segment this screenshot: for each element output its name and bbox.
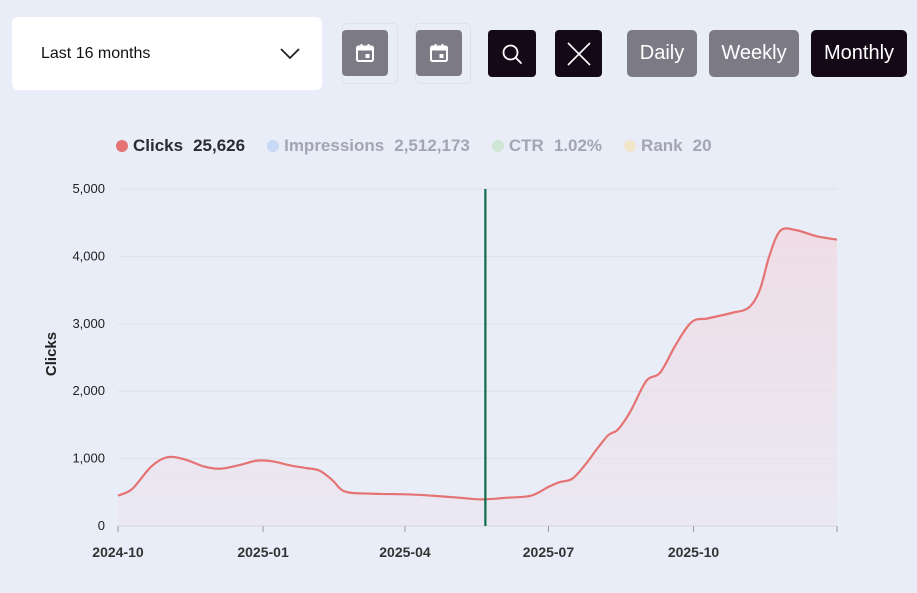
search-button[interactable] bbox=[488, 30, 536, 77]
legend-dot bbox=[116, 140, 128, 152]
legend-item-impressions[interactable]: Impressions 2,512,173 bbox=[267, 136, 470, 156]
clicks-line bbox=[117, 227, 838, 501]
legend-value: 2,512,173 bbox=[394, 136, 470, 155]
legend-item-clicks[interactable]: Clicks 25,626 bbox=[116, 136, 245, 156]
chart-legend: Clicks 25,626 Impressions 2,512,173 CTR 1.02%… bbox=[116, 136, 734, 156]
date-range-select[interactable]: Last 16 months bbox=[12, 17, 322, 90]
y-tick-label: 1,000 bbox=[72, 451, 105, 466]
y-axis-ticks: 0 1,000 2,000 3,000 4,000 5,000 bbox=[72, 181, 105, 533]
x-tick-label: 2025-10 bbox=[668, 544, 720, 560]
monthly-button[interactable]: Monthly bbox=[811, 30, 907, 77]
date-range-label: Last 16 months bbox=[41, 44, 151, 62]
end-date-button[interactable] bbox=[416, 30, 462, 76]
y-axis-label: Clicks bbox=[43, 332, 60, 376]
x-tick-label: 2025-01 bbox=[237, 544, 289, 560]
daily-button[interactable]: Daily bbox=[627, 30, 697, 77]
clicks-area bbox=[118, 228, 837, 526]
y-tick-label: 4,000 bbox=[72, 248, 105, 263]
legend-value: 1.02% bbox=[553, 136, 603, 155]
y-tick-label: 2,000 bbox=[72, 383, 105, 398]
end-date-picker[interactable] bbox=[415, 23, 471, 84]
legend-dot bbox=[267, 140, 280, 152]
y-tick-label: 3,000 bbox=[72, 316, 105, 331]
legend-name: Rank bbox=[641, 136, 683, 155]
legend-name: CTR bbox=[508, 136, 544, 155]
x-tick-label: 2025-07 bbox=[523, 544, 575, 560]
calendar-end-icon bbox=[430, 44, 448, 62]
legend-dot bbox=[491, 140, 504, 152]
x-tick-label: 2024-10 bbox=[92, 544, 144, 560]
legend-value: 20 bbox=[692, 136, 712, 155]
legend-item-rank[interactable]: Rank 20 bbox=[624, 136, 712, 156]
y-tick-label: 5,000 bbox=[72, 181, 105, 196]
close-icon bbox=[566, 41, 591, 66]
legend-item-ctr[interactable]: CTR 1.02% bbox=[491, 136, 603, 156]
chevron-down-icon bbox=[280, 47, 300, 59]
search-icon bbox=[502, 44, 522, 64]
x-tick-label: 2025-04 bbox=[379, 544, 431, 560]
calendar-start-icon bbox=[356, 44, 374, 62]
weekly-button[interactable]: Weekly bbox=[709, 30, 799, 77]
start-date-button[interactable] bbox=[342, 30, 388, 76]
legend-name: Impressions bbox=[284, 136, 385, 155]
x-axis-ticks: 2024-10 2025-01 2025-04 2025-07 2025-10 bbox=[92, 526, 838, 560]
y-tick-label: 0 bbox=[98, 518, 105, 533]
legend-value: 25,626 bbox=[193, 136, 246, 155]
clear-button[interactable] bbox=[555, 30, 602, 77]
start-date-picker[interactable] bbox=[342, 23, 398, 84]
legend-name: Clicks bbox=[133, 136, 184, 155]
legend-dot bbox=[624, 140, 637, 152]
